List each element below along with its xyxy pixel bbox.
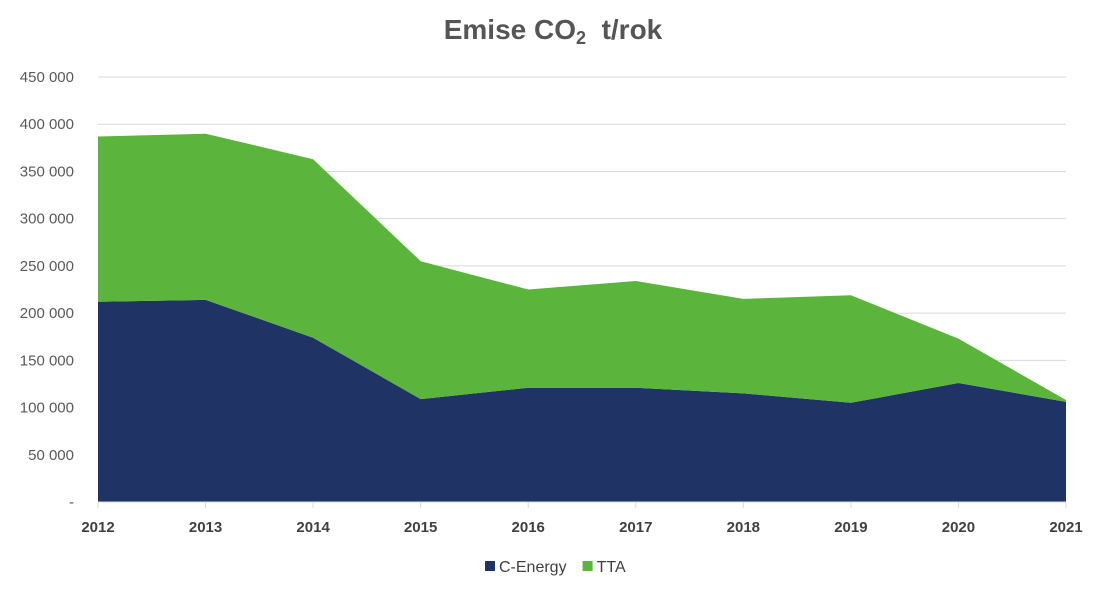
x-tick-label: 2020	[942, 519, 975, 536]
y-tick-label: 200 000	[20, 305, 74, 322]
y-axis-ticks: - 50 000 100 000 150 000 200 000 250 000 300 0…	[20, 69, 74, 511]
x-axis-ticks: 2012 2013 2014 2015 2016 2017 2018 2019 2020 2021	[81, 502, 1083, 536]
x-tick-label: 2018	[727, 519, 760, 536]
legend: C-Energy TTA	[485, 559, 626, 576]
x-tick-label: 2017	[619, 519, 652, 536]
area-series	[98, 133, 1066, 502]
chart-title-subscript: 2	[576, 28, 587, 48]
y-tick-label: 400 000	[20, 116, 74, 133]
legend-label-1: TTA	[597, 559, 626, 576]
x-tick-label: 2016	[512, 519, 545, 536]
x-tick-label: 2014	[296, 519, 330, 536]
y-tick-label: 150 000	[20, 352, 74, 369]
y-tick-label: 250 000	[20, 258, 74, 275]
legend-label-0: C-Energy	[499, 559, 567, 576]
y-tick-label: -	[69, 494, 74, 511]
chart-title-main: Emise CO	[443, 14, 576, 45]
x-tick-label: 2021	[1049, 519, 1082, 536]
x-tick-label: 2012	[81, 519, 114, 536]
x-tick-label: 2015	[404, 519, 437, 536]
y-tick-label: 50 000	[28, 447, 74, 464]
area-series-1	[98, 133, 1066, 403]
x-tick-label: 2019	[834, 519, 867, 536]
y-tick-label: 100 000	[20, 400, 74, 417]
legend-swatch-1	[582, 561, 593, 571]
y-tick-label: 350 000	[20, 163, 74, 180]
chart-title-suffix: t/rok	[601, 14, 663, 45]
y-tick-label: 300 000	[20, 211, 74, 228]
chart-title: Emise CO2 t/rok	[0, 14, 1106, 49]
x-tick-label: 2013	[189, 519, 222, 536]
y-tick-label: 450 000	[20, 69, 74, 86]
legend-swatch-0	[485, 561, 495, 571]
area-series-0	[98, 299, 1066, 502]
